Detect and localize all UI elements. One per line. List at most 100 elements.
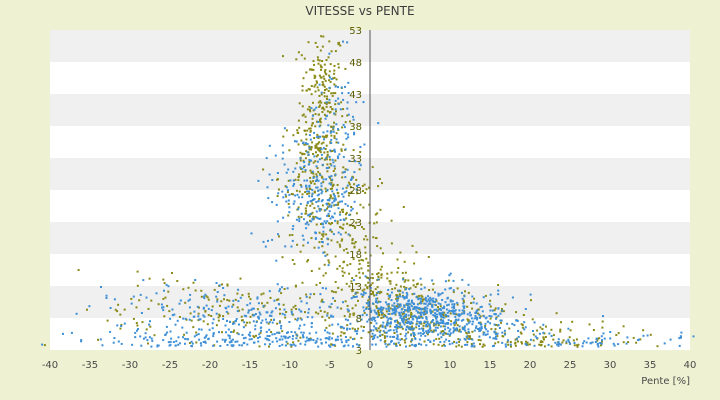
data-point <box>216 340 219 343</box>
data-point <box>336 306 339 309</box>
data-point <box>303 153 306 156</box>
data-point <box>426 307 429 310</box>
data-point <box>431 310 434 313</box>
data-point <box>356 330 359 333</box>
data-point <box>343 249 345 252</box>
data-point <box>345 211 348 214</box>
data-point <box>328 332 331 335</box>
data-point <box>422 307 425 310</box>
data-point <box>271 310 274 313</box>
data-point <box>260 326 263 329</box>
data-point <box>204 310 207 312</box>
data-point <box>405 326 408 328</box>
data-point <box>466 313 469 316</box>
data-point <box>233 322 236 325</box>
data-point <box>319 49 322 52</box>
data-point <box>533 321 536 324</box>
data-point <box>427 256 430 258</box>
data-point <box>226 319 228 322</box>
data-point <box>334 150 336 153</box>
data-point <box>306 108 309 111</box>
data-point <box>313 85 316 88</box>
data-point <box>243 341 246 344</box>
data-point <box>503 329 506 332</box>
data-point <box>348 224 351 227</box>
data-point <box>191 345 193 348</box>
data-point <box>323 136 326 139</box>
data-point <box>471 330 474 333</box>
data-point <box>275 203 278 206</box>
data-point <box>386 322 388 325</box>
data-point <box>337 207 340 210</box>
data-point <box>336 191 339 194</box>
data-point <box>430 311 433 314</box>
data-point <box>277 298 280 301</box>
data-point <box>615 334 618 336</box>
data-point <box>352 115 354 118</box>
data-point <box>337 63 340 66</box>
data-point <box>322 84 325 87</box>
data-point <box>317 89 320 92</box>
data-point <box>335 138 338 141</box>
x-tick-label: -5 <box>325 360 335 371</box>
data-point <box>504 333 507 336</box>
data-point <box>363 309 366 312</box>
data-point <box>427 329 430 332</box>
data-point <box>414 315 417 318</box>
data-point <box>456 303 459 306</box>
data-point <box>331 222 333 224</box>
data-point <box>287 179 290 182</box>
data-point <box>123 308 126 311</box>
data-point <box>162 309 165 312</box>
data-point <box>318 83 321 86</box>
data-point <box>317 148 320 151</box>
data-point <box>325 158 328 161</box>
data-point <box>491 345 494 348</box>
data-point <box>356 332 358 335</box>
data-point <box>429 327 432 329</box>
data-point <box>305 150 308 153</box>
data-point <box>135 322 138 324</box>
data-point <box>588 323 591 326</box>
data-point <box>99 338 102 341</box>
data-point <box>508 327 511 330</box>
data-point <box>267 197 270 200</box>
data-point <box>471 338 474 341</box>
data-point <box>408 344 411 347</box>
data-point <box>295 218 298 221</box>
data-point <box>332 170 335 172</box>
data-point <box>514 342 517 345</box>
data-point <box>418 325 420 328</box>
data-point <box>365 302 368 304</box>
data-point <box>399 326 402 329</box>
data-point <box>166 331 169 334</box>
data-point <box>440 314 443 317</box>
data-point <box>409 323 412 325</box>
data-point <box>321 222 324 225</box>
data-point <box>406 322 409 324</box>
data-point <box>419 314 422 316</box>
data-point <box>403 339 406 342</box>
data-point <box>480 325 483 328</box>
data-point <box>200 295 203 298</box>
data-point <box>163 282 166 285</box>
data-point <box>417 297 420 300</box>
data-point <box>324 187 327 190</box>
data-point <box>277 233 279 236</box>
data-point <box>371 302 374 305</box>
data-point <box>316 120 318 123</box>
data-point <box>288 335 291 338</box>
data-point <box>204 293 207 296</box>
data-point <box>280 327 282 330</box>
data-point <box>305 293 308 296</box>
data-point <box>196 305 199 308</box>
data-point <box>642 334 645 337</box>
data-point <box>328 316 331 319</box>
data-point <box>290 308 293 311</box>
data-point <box>362 206 365 209</box>
data-point <box>278 345 281 347</box>
data-point <box>385 345 388 348</box>
data-point <box>426 332 429 334</box>
data-point <box>325 103 328 106</box>
data-point <box>286 342 289 345</box>
